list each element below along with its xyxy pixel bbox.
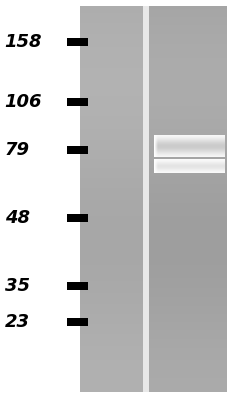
Text: 48: 48 — [5, 209, 30, 227]
Bar — [67, 38, 87, 46]
Text: 35: 35 — [5, 277, 30, 295]
Bar — [67, 98, 87, 106]
Text: 23: 23 — [5, 313, 30, 331]
Bar — [142, 6, 149, 392]
Text: 106: 106 — [5, 93, 42, 111]
Bar — [67, 282, 87, 290]
Bar — [67, 318, 87, 326]
Bar — [67, 146, 87, 154]
Bar — [67, 214, 87, 222]
Text: 158: 158 — [5, 33, 42, 51]
Text: 79: 79 — [5, 141, 30, 159]
